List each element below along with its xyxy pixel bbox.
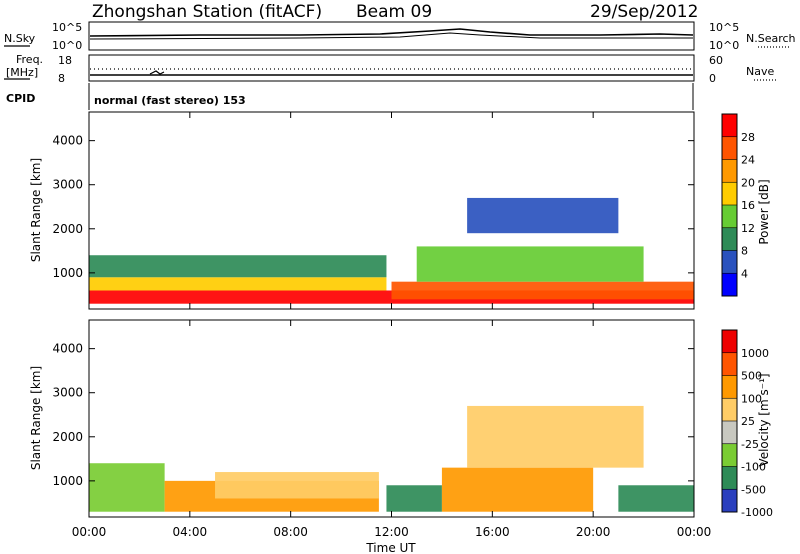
date-label: 29/Sep/2012 — [590, 2, 698, 22]
time-tick-label: 08:00 — [273, 525, 308, 539]
velocity-colorbar-tick-label: -25 — [741, 438, 759, 451]
velocity-plot-area — [89, 405, 694, 512]
power-colorbar-tick-label: 20 — [741, 176, 755, 189]
time-tick-label: 12:00 — [374, 525, 409, 539]
power-colorbar-tick-label: 12 — [741, 222, 755, 235]
power-colorbar-segment — [722, 159, 737, 183]
freq-top: 18 — [58, 54, 72, 67]
time-axis-label: Time UT — [365, 541, 416, 554]
velocity-colorbar-segment — [722, 352, 737, 376]
velocity-y-tick-label: 3000 — [52, 386, 83, 400]
power-band — [89, 255, 387, 278]
power-band — [391, 281, 694, 300]
time-tick-label: 20:00 — [576, 525, 611, 539]
time-x-ticks: 00:00 04:00 08:00 12:00 16:00 20:00 00:00 — [72, 112, 712, 539]
velocity-y-tick-label: 2000 — [52, 430, 83, 444]
nsearch-label: N.Search — [746, 32, 796, 45]
velocity-band — [618, 485, 694, 512]
power-y-tick-label: 3000 — [52, 178, 83, 192]
freq-label: Freq. — [16, 53, 43, 66]
power-y-tick-label: 4000 — [52, 134, 83, 148]
power-colorbar-segment — [722, 114, 737, 137]
time-tick-label: 00:00 — [72, 525, 107, 539]
nsearch-top: 10^5 — [709, 21, 739, 34]
nave-label: Nave — [746, 65, 774, 78]
power-colorbar-segment — [722, 273, 737, 296]
station-title: Zhongshan Station (fitACF) — [92, 2, 322, 22]
velocity-band — [467, 405, 644, 468]
power-colorbar-segment — [722, 182, 737, 205]
power-colorbar-segment — [722, 136, 737, 160]
velocity-colorbar-segment — [722, 466, 737, 490]
velocity-colorbar-segment — [722, 489, 737, 512]
freq-bottom: 8 — [58, 72, 65, 85]
power-colorbar-label: Power [dB] — [757, 179, 771, 244]
nsky-top: 10^5 — [52, 21, 82, 34]
velocity-band — [89, 463, 165, 512]
velocity-band — [215, 472, 379, 499]
cpid-label: CPID — [6, 92, 35, 105]
velocity-colorbar-label: Velocity [m s⁻¹] — [757, 373, 771, 466]
power-band — [89, 277, 387, 291]
time-tick-label: 16:00 — [475, 525, 510, 539]
nave-bottom: 0 — [709, 72, 716, 85]
nsearch-bottom: 10^0 — [709, 39, 739, 52]
velocity-colorbar-tick-label: 500 — [741, 370, 762, 383]
power-colorbar: 28 24 20 16 12 8 4 — [721, 113, 755, 297]
power-colorbar-tick-label: 4 — [741, 267, 748, 280]
velocity-colorbar-segment — [722, 421, 737, 444]
velocity-y-tick-label: 4000 — [52, 342, 83, 356]
velocity-colorbar-segment — [722, 330, 737, 353]
nave-top: 60 — [709, 54, 723, 67]
power-band — [467, 197, 619, 234]
power-y-ticks: 4000 3000 2000 1000 — [52, 134, 694, 280]
power-panel: 4000 3000 2000 1000 Slant Range [km] 28 24 20… — [29, 111, 771, 310]
power-colorbar-tick-label: 8 — [741, 245, 748, 258]
velocity-band — [441, 467, 594, 512]
velocity-colorbar-segment — [722, 398, 737, 421]
nsky-label: N.Sky — [4, 32, 36, 45]
nsky-panel: N.Sky 10^5 10^0 10^5 10^0 N.Search — [4, 21, 796, 52]
velocity-colorbar-tick-label: 1000 — [741, 347, 769, 360]
power-plot-area — [89, 197, 694, 304]
velocity-colorbar-tick-label: -1000 — [741, 506, 773, 519]
velocity-colorbar-tick-label: 25 — [741, 415, 755, 428]
power-colorbar-tick-label: 16 — [741, 199, 755, 212]
velocity-panel: 4000 3000 2000 1000 Slant Range [km] 1000 50… — [29, 112, 773, 554]
power-band — [416, 246, 644, 282]
velocity-y-label: Slant Range [km] — [29, 366, 43, 470]
velocity-y-tick-label: 1000 — [52, 474, 83, 488]
power-colorbar-segment — [722, 205, 737, 228]
power-colorbar-tick-label: 24 — [741, 154, 755, 167]
time-tick-label: 04:00 — [173, 525, 208, 539]
velocity-colorbar-tick-label: -500 — [741, 483, 766, 496]
velocity-colorbar-segment — [722, 375, 737, 399]
beam-label: Beam 09 — [356, 2, 432, 22]
cpid-value: normal (fast stereo) 153 — [94, 94, 246, 107]
velocity-y-ticks: 4000 3000 2000 1000 — [52, 342, 694, 488]
velocity-colorbar-segment — [722, 443, 737, 467]
freq-panel: Freq. [MHz] 18 8 60 0 Nave — [4, 53, 778, 85]
nsky-bottom: 10^0 — [52, 39, 82, 52]
power-y-tick-label: 2000 — [52, 222, 83, 236]
freq-unit: [MHz] — [6, 66, 38, 79]
power-colorbar-segment — [722, 250, 737, 274]
velocity-colorbar-tick-label: 100 — [741, 392, 762, 405]
power-colorbar-segment — [722, 227, 737, 251]
velocity-colorbar-tick-label: -100 — [741, 461, 766, 474]
power-y-label: Slant Range [km] — [29, 158, 43, 262]
power-y-tick-label: 1000 — [52, 266, 83, 280]
velocity-band — [386, 485, 442, 512]
time-tick-label: 00:00 — [677, 525, 712, 539]
velocity-colorbar: 1000 500 100 25 -25 -100 -500 -1000 — [721, 329, 773, 519]
power-colorbar-tick-label: 28 — [741, 131, 755, 144]
cpid-row: CPID normal (fast stereo) 153 — [6, 83, 694, 110]
